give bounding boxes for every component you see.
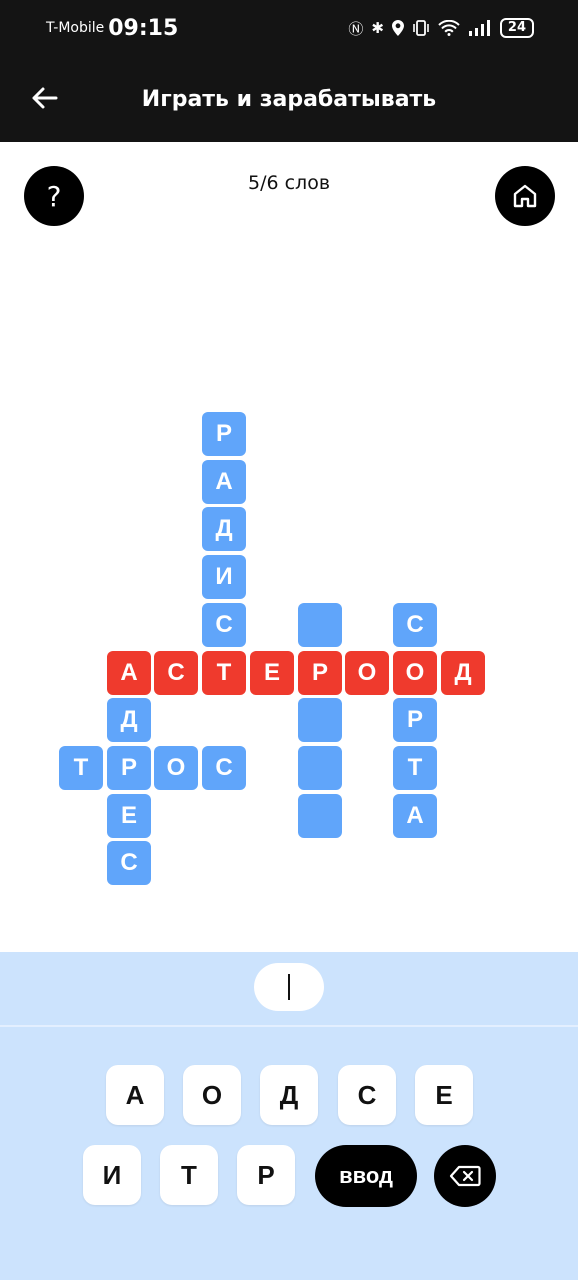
- letter-key[interactable]: О: [183, 1065, 241, 1125]
- home-icon: [513, 184, 537, 208]
- letter-tile: Р: [298, 651, 342, 695]
- letter-key[interactable]: Т: [160, 1145, 218, 1205]
- letter-tile: А: [202, 460, 246, 504]
- letter-tile: О: [393, 651, 437, 695]
- letter-tile: Р: [107, 746, 151, 790]
- letter-key[interactable]: Р: [237, 1145, 295, 1205]
- letter-tile: Д: [107, 698, 151, 742]
- letter-tile: И: [202, 555, 246, 599]
- letter-tile: Р: [393, 698, 437, 742]
- carrier-name: T-Mobile: [46, 20, 105, 36]
- letter-tile: Е: [250, 651, 294, 695]
- vibrate-icon: [413, 20, 429, 36]
- battery-icon: 24: [499, 18, 534, 38]
- letter-tile: Д: [441, 651, 485, 695]
- letter-tile: Т: [393, 746, 437, 790]
- text-cursor: [288, 974, 290, 1000]
- letter-key[interactable]: И: [83, 1145, 141, 1205]
- divider: [0, 1025, 578, 1027]
- word-input[interactable]: [254, 963, 324, 1011]
- letter-tile: О: [154, 746, 198, 790]
- help-button[interactable]: ?: [24, 166, 84, 226]
- app-bar: Играть и зарабатывать: [0, 56, 578, 142]
- help-icon: ?: [46, 179, 62, 213]
- wifi-icon: [438, 20, 460, 36]
- enter-button[interactable]: ввод: [315, 1145, 417, 1207]
- status-bar: T-Mobile 09:15 Ⓝ ✱ 24: [0, 0, 578, 56]
- letter-tile: С: [393, 603, 437, 647]
- back-arrow-icon[interactable]: [28, 82, 60, 114]
- letter-key[interactable]: Д: [260, 1065, 318, 1125]
- bluetooth-icon: ✱: [371, 19, 384, 37]
- letter-tile: О: [345, 651, 389, 695]
- letter-tile: А: [393, 794, 437, 838]
- page-title: Играть и зарабатывать: [141, 86, 437, 112]
- letter-tile: С: [202, 746, 246, 790]
- status-icons: Ⓝ ✱ 24: [348, 18, 534, 39]
- nfc-icon: Ⓝ: [348, 19, 364, 38]
- backspace-button[interactable]: [434, 1145, 496, 1207]
- empty-tile: [298, 603, 342, 647]
- letter-tile: Т: [202, 651, 246, 695]
- letter-tile: Е: [107, 794, 151, 838]
- letter-tile: А: [107, 651, 151, 695]
- letter-tile: Д: [202, 507, 246, 551]
- letter-key[interactable]: А: [106, 1065, 164, 1125]
- letter-key[interactable]: С: [338, 1065, 396, 1125]
- letter-tile: С: [202, 603, 246, 647]
- signal-icon: [468, 20, 490, 36]
- empty-tile: [298, 698, 342, 742]
- letter-tile: Т: [59, 746, 103, 790]
- home-button[interactable]: [495, 166, 555, 226]
- empty-tile: [298, 746, 342, 790]
- letter-key[interactable]: Е: [415, 1065, 473, 1125]
- letter-tile: Р: [202, 412, 246, 456]
- letter-tile: С: [107, 841, 151, 885]
- empty-tile: [298, 794, 342, 838]
- location-icon: [391, 20, 404, 36]
- letter-tile: С: [154, 651, 198, 695]
- words-progress: 5/6 слов: [247, 172, 331, 194]
- backspace-icon: [449, 1165, 481, 1187]
- status-time: 09:15: [108, 15, 179, 41]
